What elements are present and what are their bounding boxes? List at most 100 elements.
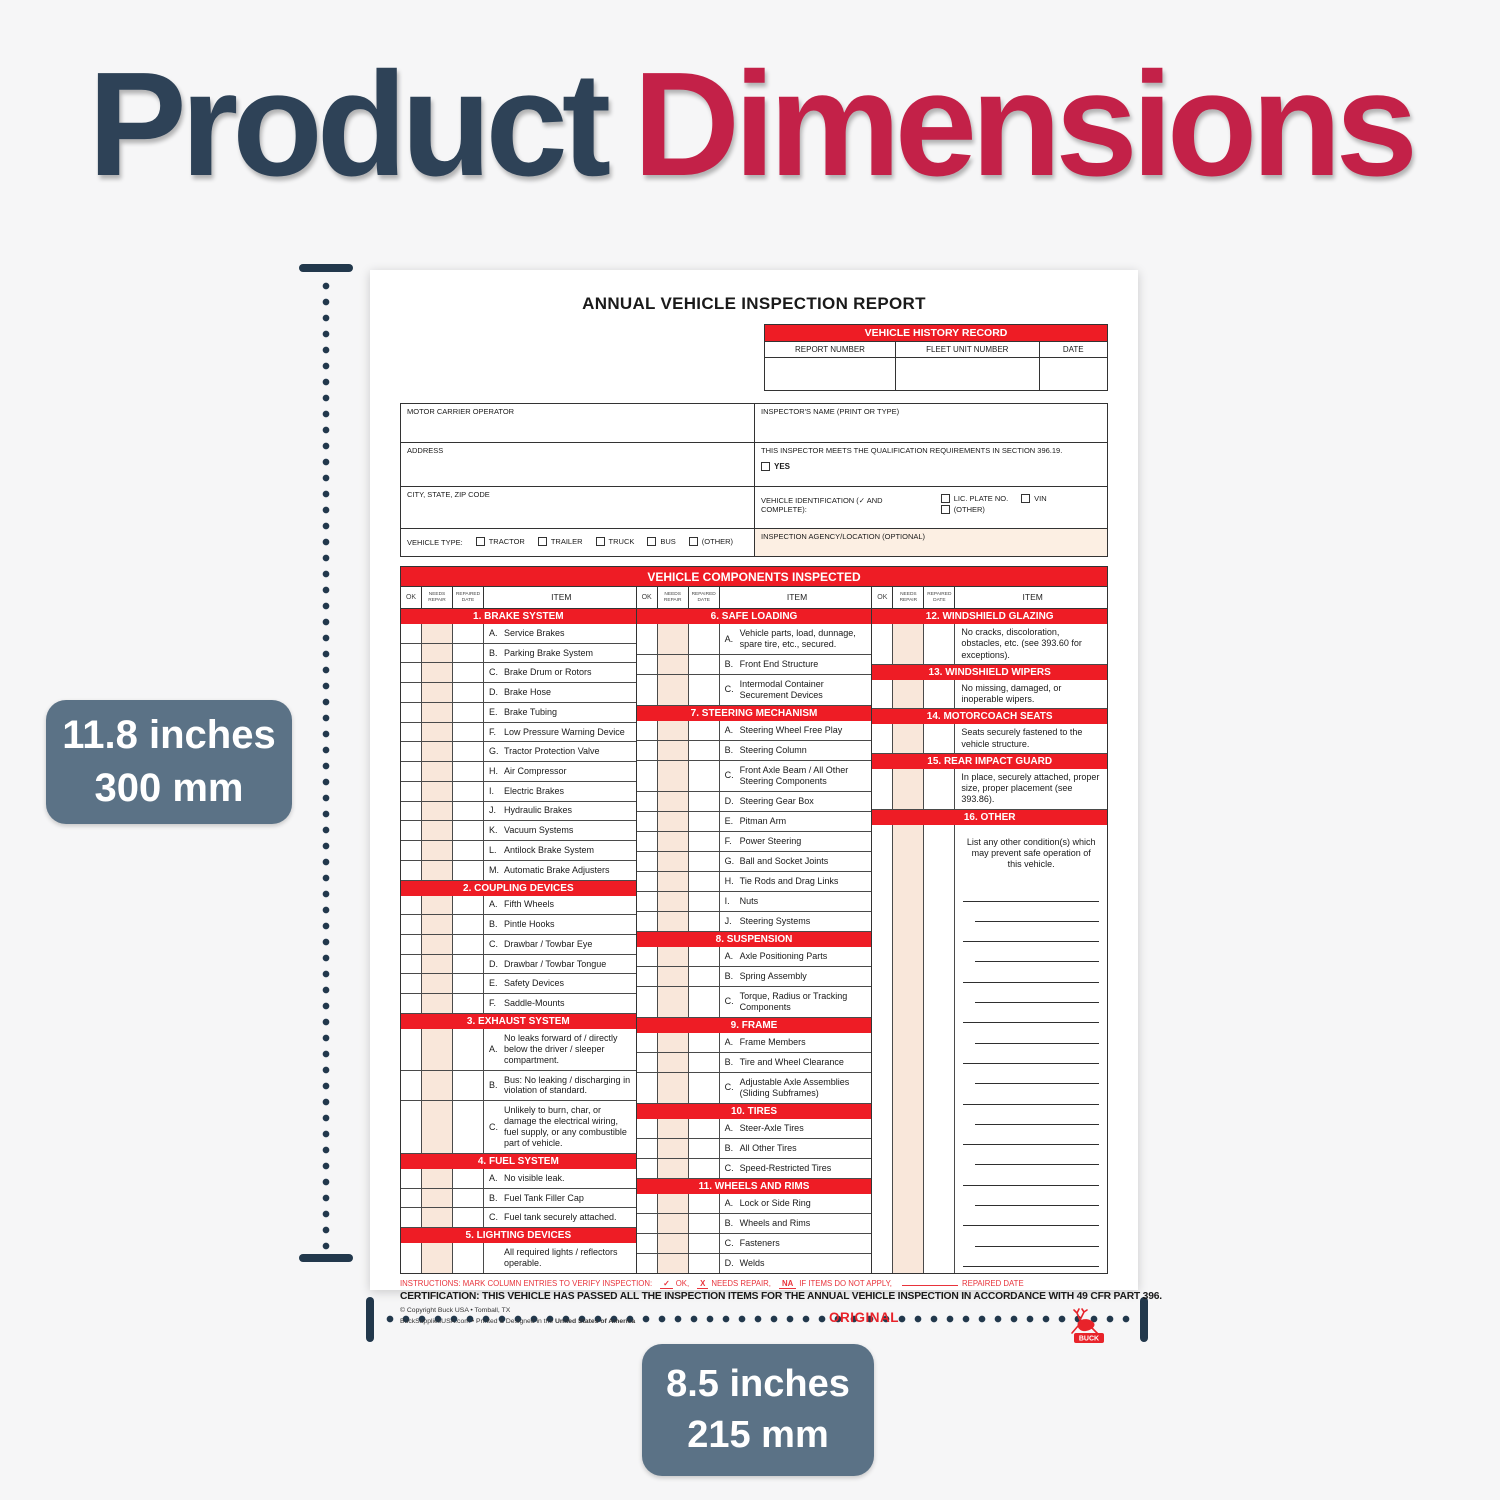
item-text: No visible leak. — [504, 1172, 565, 1183]
checklist-row: L. Antilock Brake System — [401, 841, 636, 861]
repaired-date-cell — [453, 742, 484, 762]
ok-cell — [401, 1168, 422, 1188]
section-header: 14. MOTORCOACH SEATS — [872, 709, 1108, 725]
needs-repair-cell — [657, 1193, 689, 1213]
checklist-row: D. Steering Gear Box — [636, 791, 872, 812]
check-col-3: OK NEEDS REPAIR REPAIRED DATE ITEM 12. WINDS… — [871, 587, 1108, 1273]
item-letter: B. — [724, 744, 734, 755]
item-letter: E. — [489, 978, 498, 989]
checklist-row: I. Electric Brakes — [401, 781, 636, 802]
buck-deer-icon: BUCK — [1071, 1308, 1104, 1343]
item-cell: C. Brake Drum or Rotors — [484, 663, 636, 682]
repaired-date-cell — [689, 654, 720, 674]
copyright-block: © Copyright Buck USA • Tomball, TX BuckS… — [400, 1306, 670, 1328]
item-cell: G. Ball and Socket Joints — [720, 852, 872, 871]
needs-repair-cell — [893, 724, 925, 753]
item-text: No leaks forward of / directly below the… — [504, 1032, 618, 1065]
page-title-part2: Dimensions — [633, 42, 1418, 207]
item-text: Steering Column — [739, 744, 807, 755]
item-letter: D. — [724, 1257, 734, 1268]
item-cell: E. Pitman Arm — [720, 812, 872, 831]
ok-cell — [401, 974, 422, 994]
instruction-label: IF ITEMS DO NOT APPLY, — [799, 1279, 892, 1288]
needs-repair-cell — [422, 915, 453, 935]
item-letter: D. — [724, 795, 734, 806]
item-text: Fasteners — [739, 1237, 780, 1248]
item-text: Steering Systems — [739, 915, 811, 926]
item-text: Spring Assembly — [739, 970, 807, 981]
item-cell: C. Torque, Radius or Tracking Components — [720, 987, 872, 1017]
needs-repair-cell — [657, 1118, 689, 1138]
instruction-label: OK, — [675, 1279, 690, 1288]
vehicle-type-option: TRAILER — [537, 537, 583, 546]
needs-repair-cell — [422, 702, 453, 722]
repaired-date-cell — [453, 702, 484, 722]
item-letter: K. — [489, 825, 498, 836]
column-header-row: OK NEEDS REPAIR REPAIRED DATE ITEM — [636, 587, 872, 609]
repaired-date-cell — [453, 1243, 484, 1273]
ok-cell — [637, 831, 658, 851]
repaired-date-cell — [453, 663, 484, 683]
check-col-2: OK NEEDS REPAIR REPAIRED DATE ITEM 6. SAFE L… — [635, 587, 872, 1273]
ok-cell — [872, 768, 894, 809]
form-title: ANNUAL VEHICLE INSPECTION REPORT — [582, 294, 926, 313]
vehicle-type-option-label: TRACTOR — [488, 537, 525, 546]
item-letter: B. — [724, 970, 734, 981]
needs-repair-cell — [657, 740, 689, 760]
repaired-date-cell — [689, 1193, 720, 1213]
item-text: Tie Rods and Drag Links — [739, 875, 839, 886]
ok-cell — [637, 624, 658, 654]
section-header: 12. WINDSHIELD GLAZING — [872, 609, 1108, 624]
item-letter: J. — [489, 805, 497, 816]
needs-repair-cell — [422, 841, 453, 860]
ok-cell — [637, 1072, 658, 1103]
vehicle-id-option-label: VIN — [1034, 494, 1047, 503]
item-text: Brake Hose — [504, 687, 552, 698]
item-text: Pitman Arm — [739, 815, 787, 826]
page-title: Product Dimensions — [0, 40, 1500, 210]
item-letter: C. — [724, 1082, 734, 1093]
vehicle-identification-field: VEHICLE IDENTIFICATION (✓ AND COMPLETE):… — [754, 486, 1107, 528]
repaired-date-cell — [453, 841, 484, 860]
item-cell: L. Antilock Brake System — [484, 841, 636, 860]
instruction-label: NEEDS REPAIR, — [711, 1279, 771, 1288]
repaired-date-cell — [453, 624, 484, 643]
item-text: Vehicle parts, load, dunnage, spare tire… — [739, 628, 856, 649]
needs-repair-cell — [422, 994, 453, 1013]
writing-line — [975, 983, 1100, 1004]
item-letter: C. — [724, 996, 734, 1007]
repaired-date-cell — [453, 722, 484, 742]
item-cell: D. Steering Gear Box — [720, 792, 872, 811]
checklist-row: C. Adjustable Axle Assemblies (Sliding Su… — [636, 1072, 872, 1104]
needs-repair-cell — [422, 683, 453, 702]
inspection-agency-field: INSPECTION AGENCY/LOCATION (OPTIONAL) — [754, 528, 1107, 556]
ok-cell — [637, 1193, 658, 1213]
needs-repair-cell — [657, 1072, 689, 1103]
needs-repair-cell — [422, 781, 453, 801]
checklist-row: F. Power Steering — [636, 831, 872, 852]
checklist-row: B. Fuel Tank Filler Cap — [401, 1188, 636, 1209]
yes-checkbox — [761, 462, 770, 471]
instruction-label: REPAIRED DATE — [961, 1279, 1024, 1288]
vertical-dimension-top-cap — [299, 264, 353, 272]
repaired-date-cell — [453, 1208, 484, 1228]
needs-repair-cell — [657, 1052, 689, 1072]
repaired-date-cell — [453, 683, 484, 702]
ok-cell — [637, 891, 658, 911]
needs-repair-cell — [422, 935, 453, 954]
item-cell: B. All Other Tires — [720, 1139, 872, 1158]
needs-repair-cell — [657, 654, 689, 674]
check-col-1: OK NEEDS REPAIR REPAIRED DATE ITEM 1. BRAKE … — [401, 587, 636, 1273]
vehicle-type-option-checkbox — [475, 537, 485, 546]
repaired-date-cell — [924, 624, 956, 664]
repaired-date-cell — [689, 674, 720, 705]
item-text: Tractor Protection Valve — [504, 746, 600, 757]
ok-cell — [401, 1028, 422, 1070]
section-note: List any other condition(s) which may pr… — [966, 836, 1096, 870]
item-cell: C. Unlikely to burn, char, or damage the … — [484, 1101, 636, 1153]
repaired-date-cell — [689, 911, 720, 931]
instructions-prefix: INSTRUCTIONS: MARK COLUMN ENTRIES TO VER… — [400, 1279, 653, 1288]
item-text: Torque, Radius or Tracking Components — [739, 990, 848, 1012]
item-letter: F. — [724, 835, 732, 846]
writing-line — [975, 1023, 1100, 1044]
